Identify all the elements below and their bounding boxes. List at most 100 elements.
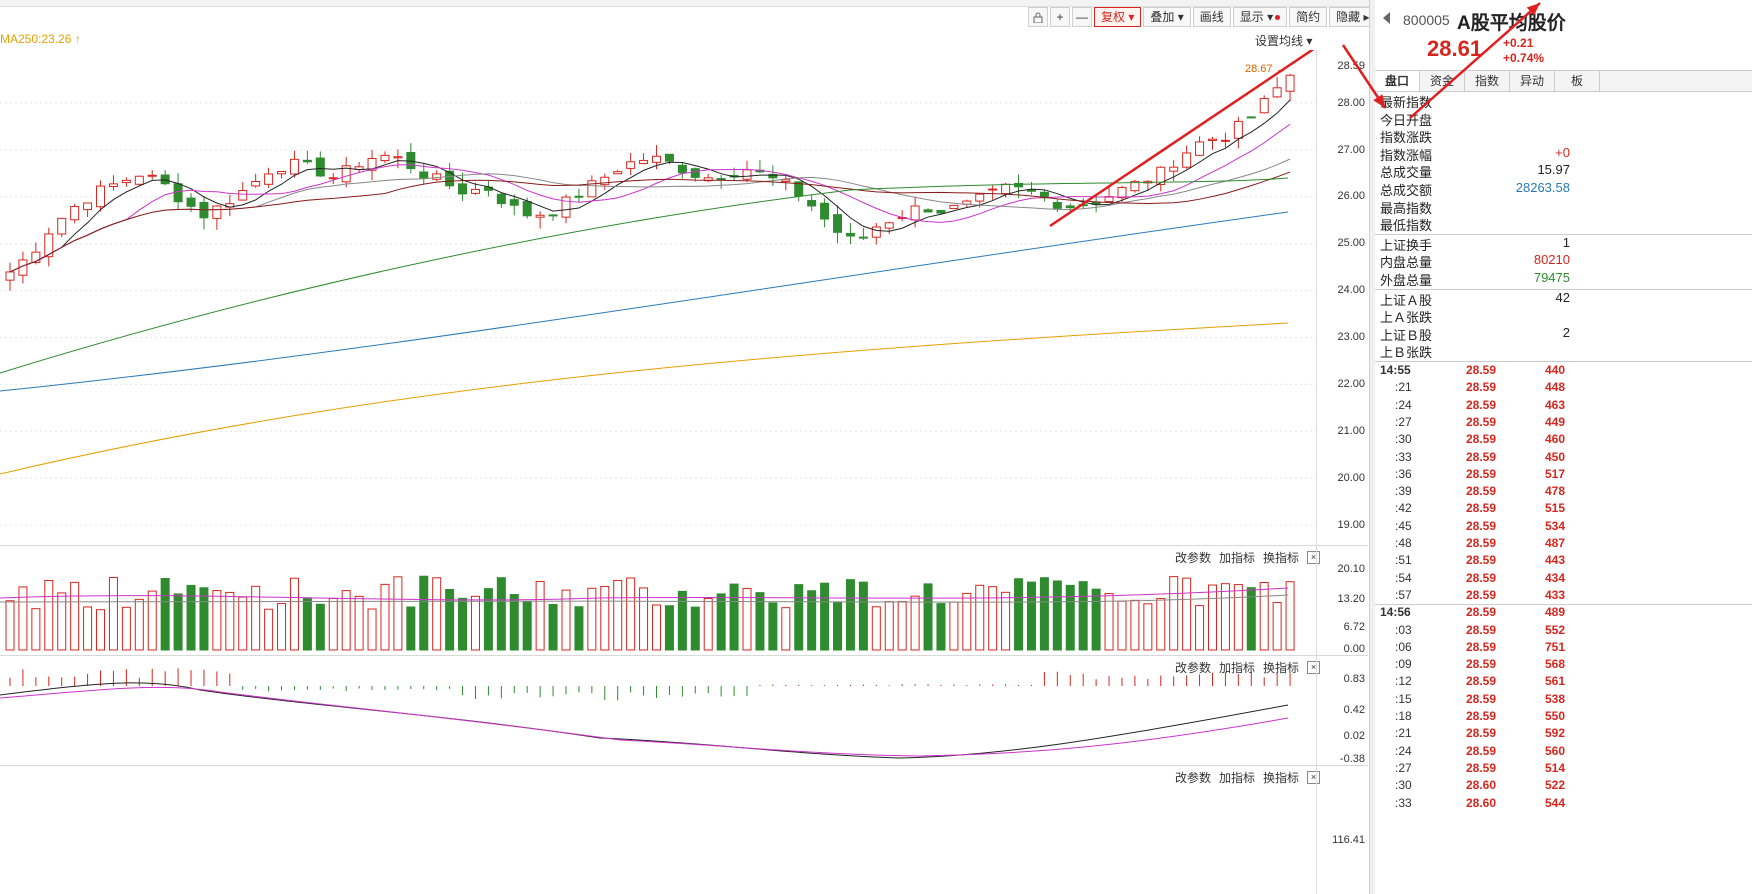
bottom-jiazhibiao-button[interactable]: 加指标 (1219, 771, 1256, 785)
tick-row: :21 28.59 592 (1375, 726, 1752, 743)
stock-code: 800005 (1403, 12, 1450, 28)
tick-time: :27 (1395, 414, 1412, 429)
stat-value: 15.97 (1537, 162, 1570, 178)
quote-header: 800005 A股平均股价 (1375, 0, 1752, 34)
stat-label: 上证Ｂ股 (1380, 327, 1433, 343)
candle-up (949, 204, 959, 209)
bottom-huanzhibiao-button[interactable]: 换指标 (1263, 771, 1300, 785)
tick-time: :54 (1395, 570, 1412, 585)
diejia-button[interactable]: 叠加 ▾ (1143, 7, 1191, 27)
vol-jiazhibiao-button[interactable]: 加指标 (1219, 551, 1256, 565)
candle-up (910, 205, 920, 221)
tick-time: :06 (1395, 639, 1412, 654)
macd-close-icon[interactable]: × (1307, 661, 1321, 674)
vol-gaicanshu-button[interactable]: 改参数 (1175, 551, 1212, 565)
volume-bar (1246, 587, 1256, 651)
tab-zhishu[interactable]: 指数 (1465, 71, 1510, 91)
tab-zijin[interactable]: 资金 (1420, 71, 1465, 91)
kline-chart[interactable]: 28.67 → (0, 50, 1316, 894)
annotation-arrow-1 (1049, 50, 1315, 228)
stat-label: 外盘总量 (1380, 273, 1433, 288)
volume-bar (535, 580, 545, 651)
tick-row: :09 28.59 568 (1375, 657, 1752, 674)
stat-row: 内盘总量 80210 (1380, 252, 1570, 270)
quote-panel: 800005 A股平均股价 28.61 +0.21 +0.74% 盘口 资金 指… (1375, 0, 1752, 894)
candle-up (1220, 139, 1230, 142)
tick-time: :03 (1395, 622, 1412, 637)
back-arrow-icon[interactable] (1383, 12, 1390, 24)
volume-bar (587, 587, 597, 651)
axis-label: 19.00 (1337, 519, 1365, 531)
volume-bar (574, 606, 584, 651)
tick-time: 14:56 (1380, 605, 1411, 620)
macd-huanzhibiao-button[interactable]: 换指标 (1263, 661, 1300, 675)
candle-down (522, 201, 532, 217)
volume-bar (1207, 584, 1217, 651)
tick-time: :27 (1395, 760, 1412, 775)
tick-volume: 561 (1545, 674, 1566, 689)
fuquan-label: 复权 (1101, 10, 1126, 24)
candle-up (1130, 180, 1140, 192)
candle-up (884, 222, 894, 229)
ma120-line (0, 211, 1289, 392)
tick-volume: 552 (1545, 622, 1566, 637)
vol-axis-label: 6.72 (1343, 621, 1365, 633)
tick-price: 28.59 (1466, 380, 1497, 395)
fuquan-button[interactable]: 复权 ▾ (1094, 7, 1142, 27)
candle-up (1104, 196, 1114, 203)
volume-bar (1065, 584, 1075, 651)
zoom-in-button[interactable]: + (1050, 7, 1070, 27)
volume-bar (354, 595, 364, 651)
volume-bar (1285, 581, 1295, 651)
vol-huanzhibiao-button[interactable]: 换指标 (1263, 551, 1300, 565)
tick-price: 28.59 (1466, 501, 1497, 516)
macd-jiazhibiao-button[interactable]: 加指标 (1219, 661, 1256, 675)
tick-volume: 538 (1545, 691, 1566, 706)
stat-row: 上证Ａ股 42 (1380, 290, 1570, 308)
set-ma-button[interactable]: 设置均线 ▾ (1255, 34, 1313, 48)
candle-down (716, 178, 726, 181)
lock-icon[interactable] (1028, 7, 1048, 27)
volume-bar (1169, 576, 1179, 651)
bottom-gaicanshu-button[interactable]: 改参数 (1175, 771, 1212, 785)
xianshi-button[interactable]: 显示 ▾ (1232, 7, 1288, 27)
tab-bankuai[interactable]: 板 (1555, 71, 1600, 91)
candle-up (212, 205, 222, 219)
volume-bar (1104, 593, 1114, 651)
price-change: +0.21 +0.74% (1503, 36, 1544, 66)
macd-gaicanshu-button[interactable]: 改参数 (1175, 661, 1212, 675)
zoom-out-button[interactable]: — (1072, 7, 1092, 27)
tab-yidong[interactable]: 异动 (1510, 71, 1555, 91)
tick-time: :33 (1395, 449, 1412, 464)
candle-down (690, 168, 700, 178)
volume-bar (910, 595, 920, 651)
huaxian-button[interactable]: 画线 (1192, 7, 1231, 27)
tick-row: :57 28.59 433 (1375, 588, 1752, 605)
jianyue-button[interactable]: 简约 (1289, 7, 1328, 27)
stat-label: 上Ａ张跌 (1380, 310, 1433, 326)
tick-price: 28.59 (1466, 363, 1497, 377)
tick-price: 28.59 (1466, 639, 1497, 654)
tick-time: :12 (1395, 674, 1412, 689)
axis-label: 28.00 (1337, 97, 1365, 109)
volume-bar (548, 604, 558, 651)
volume-bar (613, 580, 623, 651)
vol-close-icon[interactable]: × (1307, 551, 1321, 564)
axis-label-top: 28.59 (1337, 60, 1365, 72)
candle-down (406, 152, 416, 170)
yincang-label: 隐藏 (1336, 10, 1361, 24)
tick-time: :24 (1395, 397, 1412, 412)
bottom-close-icon[interactable]: × (1307, 771, 1321, 784)
candle-down (936, 210, 946, 214)
tick-volume: 560 (1545, 743, 1566, 758)
tab-pankou[interactable]: 盘口 (1375, 71, 1420, 91)
candle-up (871, 226, 881, 238)
candle-down (302, 159, 312, 163)
vol-axis-label: 0.00 (1343, 643, 1365, 655)
tick-row: :36 28.59 517 (1375, 467, 1752, 484)
axis-label: 23.00 (1337, 331, 1365, 343)
stock-name: A股平均股价 (1457, 13, 1566, 34)
volume-bar (1052, 580, 1062, 651)
volume-bar (1014, 578, 1024, 651)
candle-down (548, 214, 558, 217)
